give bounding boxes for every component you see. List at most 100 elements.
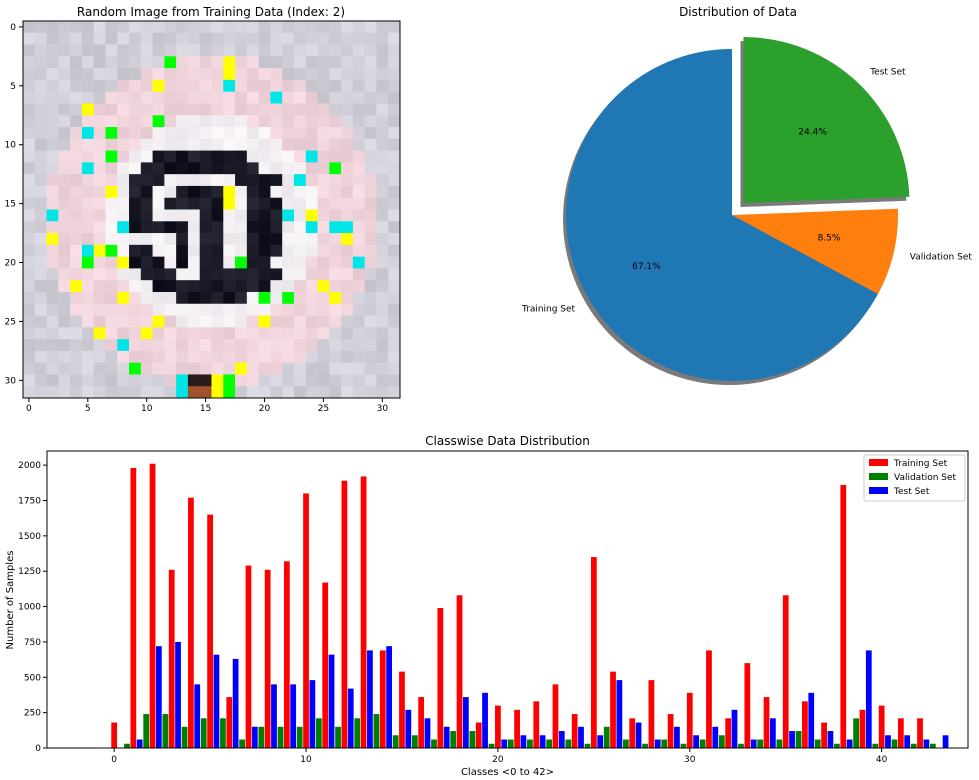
image-pixel (140, 127, 153, 140)
image-pixel (282, 244, 295, 257)
image-pixel (352, 268, 365, 281)
image-pixel (305, 56, 318, 69)
image-pixel (58, 21, 71, 34)
bar (220, 718, 226, 748)
image-pixel (129, 197, 142, 210)
image-pixel (317, 268, 330, 281)
image-pixel (341, 315, 354, 328)
image-pixel (223, 68, 236, 81)
image-pixel (246, 350, 259, 363)
bar (527, 739, 533, 748)
image-pixel (376, 374, 389, 387)
image-pixel (23, 21, 36, 34)
image-pixel (388, 21, 401, 34)
image-pixel (305, 315, 318, 328)
image-pixel (352, 280, 365, 293)
image-pixel (129, 174, 142, 187)
image-pixel (58, 350, 71, 363)
image-pixel (270, 339, 283, 352)
image-pixel (46, 185, 59, 199)
image-pixel (105, 150, 118, 163)
image-pixel (152, 174, 165, 187)
image-pixel (341, 91, 354, 104)
image-pixel (317, 315, 330, 328)
image-pixel (341, 386, 354, 399)
image-pixel (258, 127, 271, 140)
image-pixel (211, 91, 224, 104)
image-pixel (105, 374, 118, 387)
image-pixel (105, 256, 118, 269)
image-pixel (235, 79, 248, 92)
image-pixel (152, 138, 165, 151)
image-pixel (34, 362, 47, 375)
image-pixel (199, 21, 212, 34)
image-pixel (270, 291, 283, 305)
image-pixel (235, 162, 248, 175)
image-pixel (388, 233, 401, 246)
image-pixel (46, 44, 59, 57)
image-pixel (117, 174, 130, 187)
image-pixel (23, 256, 36, 269)
image-pixel (211, 303, 224, 316)
image-pixel (140, 174, 153, 187)
bar (546, 739, 553, 748)
image-pixel (140, 162, 153, 175)
image-pixel (352, 350, 365, 363)
image-pixel (105, 185, 118, 199)
image-pixel (305, 303, 318, 316)
image-pixel (46, 91, 59, 104)
image-pixel (117, 115, 130, 128)
pie-slice (566, 49, 878, 381)
image-pixel (282, 315, 295, 328)
image-pixel (105, 327, 118, 340)
bar (213, 654, 220, 748)
bar (443, 726, 450, 748)
image-pixel (34, 21, 47, 34)
image-pixel (364, 374, 377, 387)
image-pixel (376, 21, 389, 34)
bar (168, 569, 175, 748)
image-pixel (176, 115, 189, 128)
image-pixel (199, 79, 212, 92)
image-pixel (364, 103, 377, 116)
image-pixel (282, 280, 295, 293)
image-pixel (58, 386, 71, 399)
image-pixel (282, 327, 295, 340)
bar (674, 726, 680, 748)
image-pixel (270, 327, 283, 340)
bar-ytick-label: 1000 (18, 603, 41, 613)
image-pixel (235, 244, 248, 257)
image-pixel (23, 127, 36, 140)
image-pixel (81, 268, 94, 281)
image-pixel (317, 280, 330, 293)
image-pixel (282, 197, 295, 210)
image-pixel (211, 79, 224, 92)
image-pixel (246, 303, 259, 316)
image-pixel (235, 44, 248, 57)
bar (917, 718, 923, 748)
image-pixel (199, 339, 212, 352)
image-pixel (305, 256, 318, 269)
image-pixel (81, 127, 94, 140)
image-pixel (93, 32, 106, 45)
image-pixel (105, 315, 118, 328)
image-pixel (81, 138, 94, 151)
image-pixel (164, 79, 177, 92)
bar (475, 722, 482, 748)
image-pixel (129, 185, 142, 199)
image-pixel (34, 303, 47, 316)
image-pixel (352, 327, 365, 340)
image-pixel (93, 339, 106, 352)
image-pixel (70, 209, 83, 222)
image-pixel (129, 221, 142, 234)
image-pixel (223, 327, 236, 340)
bar (495, 705, 501, 748)
image-pixel (117, 138, 130, 151)
image-pixel (93, 303, 106, 316)
image-pixel (187, 303, 201, 316)
image-pixel (140, 115, 153, 128)
image-pixel (376, 127, 389, 140)
bar (155, 646, 162, 748)
image-pixel (140, 256, 153, 269)
bar-ytick-label: 500 (24, 673, 41, 683)
